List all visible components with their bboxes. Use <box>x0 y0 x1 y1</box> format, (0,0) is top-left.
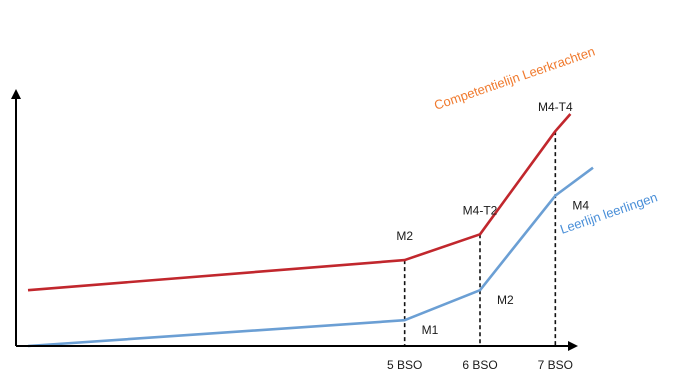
series-lines <box>27 113 594 348</box>
x-tick-label-1: 6 BSO <box>462 358 497 372</box>
x-tick-label-2: 7 BSO <box>538 358 573 372</box>
series-line-0 <box>27 113 572 292</box>
x-tick-labels: 5 BSO 6 BSO 7 BSO <box>387 358 573 372</box>
point-label-s0-3: M4-T4 <box>538 100 573 114</box>
x-tick-label-0: 5 BSO <box>387 358 422 372</box>
point-label-s0-1: M2 <box>396 229 413 243</box>
series-line-1 <box>27 166 594 348</box>
point-label-s1-1: M1 <box>422 323 439 337</box>
series-label-leerlijn: Leerlijn leerlingen <box>558 189 659 236</box>
point-labels: M2 M4-T2 M4-T4 M1 M2 M4 <box>396 100 589 337</box>
reference-lines <box>403 131 557 346</box>
point-label-s1-3: M4 <box>572 199 589 213</box>
point-label-s0-2: M4-T2 <box>463 203 498 217</box>
point-label-s1-2: M2 <box>497 293 514 307</box>
